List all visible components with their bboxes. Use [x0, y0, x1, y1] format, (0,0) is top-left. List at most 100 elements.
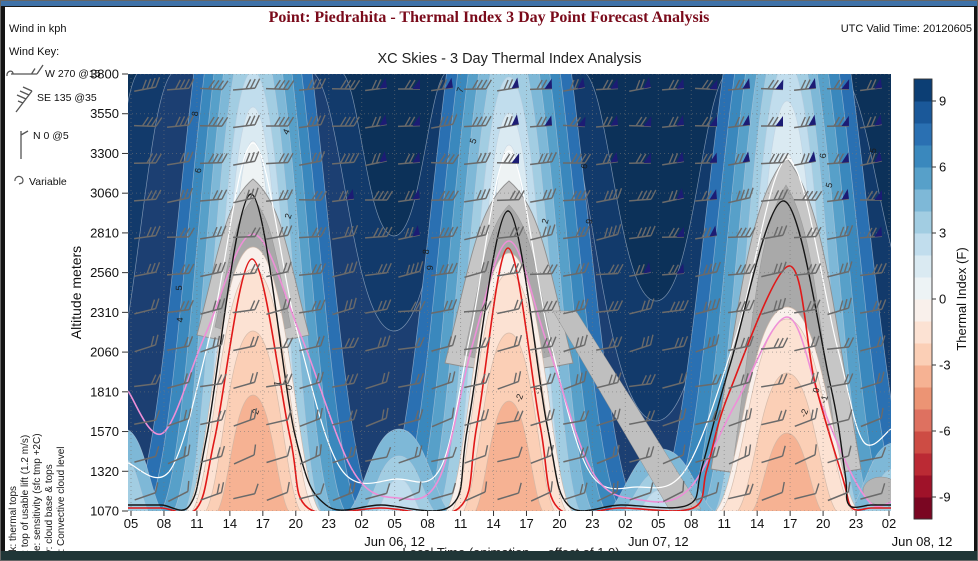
wind-barb-icon [793, 78, 817, 92]
window-right-border [974, 6, 977, 560]
wind-barb-icon [299, 371, 324, 390]
wind-barb-icon [662, 151, 684, 166]
wind-barb-icon [200, 261, 226, 278]
wind-barb-icon [859, 226, 883, 239]
svg-text:5: 5 [824, 182, 835, 189]
wind-barb-icon [167, 151, 194, 166]
wind-barb-icon [860, 299, 887, 314]
wind-barb-icon [695, 334, 720, 353]
wind-barb-icon [761, 297, 787, 316]
legend-white-line: White: sensitivity (sfc tmp +2C) [32, 433, 43, 561]
wind-barb-icon [827, 481, 851, 502]
axes: XC Skies - 3 Day Thermal Index Analysis 3… [68, 51, 952, 549]
wind-barb-icon [695, 298, 721, 315]
x-tick-label: 02 [354, 516, 368, 531]
wind-barb-icon [860, 114, 882, 129]
wind-barb-icon [364, 77, 388, 92]
convective-cloud-line [128, 233, 891, 508]
wind-barb-icon [365, 371, 390, 390]
wind-units-label: Wind in kph [9, 23, 67, 35]
wind-barb-icon [530, 336, 557, 351]
wind-barb-icon [299, 444, 322, 465]
wind-barb-icon [331, 337, 360, 351]
svg-text:9: 9 [584, 218, 595, 225]
wind-barb-icon [430, 226, 459, 239]
wind-barb-icon [200, 409, 226, 426]
wind-barb-icon [398, 409, 424, 426]
wind-barb-icon [365, 114, 387, 129]
y-tick-label: 3800 [90, 67, 119, 82]
wind-barb-icon [530, 224, 556, 241]
wind-barb-icon [662, 372, 688, 389]
grid-lines [128, 74, 891, 511]
wind-barb-icon [332, 409, 358, 426]
svg-text:8: 8 [190, 111, 200, 117]
wind-barb-icon [728, 299, 755, 314]
wind-barb-icon [629, 225, 656, 240]
wind-barb-icon [497, 77, 519, 92]
wind-barb-icon [662, 188, 684, 204]
wind-barb-icon [628, 189, 657, 202]
wind-barb-icon [793, 190, 823, 201]
wind-barb-icon [629, 262, 651, 278]
wind-barb-icon [232, 78, 261, 91]
wind-barb-icon [200, 482, 225, 501]
wind-barb-icon [760, 79, 784, 91]
wind-barb-example-se135-icon [15, 86, 33, 113]
wind-barb-icon [365, 483, 391, 500]
wind-barb-icon [431, 371, 456, 390]
wind-barb-icon [431, 298, 458, 315]
wind-barb-icon [595, 115, 619, 128]
wind-barb-icon [133, 153, 162, 164]
wind-barb-icon [430, 153, 460, 165]
wind-barb-icon [662, 444, 686, 465]
wind-barb-icon [133, 189, 162, 202]
wind-barb-icon [761, 409, 787, 426]
wind-key-legend: W 270 @15 SE 135 @35 N 0 @5 Variable [6, 64, 101, 188]
wind-barb-icon [365, 151, 387, 167]
wind-barb-icon [563, 334, 588, 353]
wind-barb-icon [596, 187, 623, 204]
wind-barb-icon [166, 263, 195, 276]
svg-text:6: 6 [193, 167, 204, 174]
x-tick-label: 11 [190, 516, 204, 531]
wind-barb-icon [761, 481, 785, 502]
y-tick-label: 2310 [90, 305, 119, 320]
y-tick-label: 1070 [90, 504, 119, 519]
wind-barb-icon [860, 446, 887, 463]
wind-barb-icon [794, 483, 820, 500]
wind-barb-icon [266, 116, 295, 127]
window-top-bar [1, 1, 977, 6]
wind-barb-icon [497, 114, 519, 130]
wind-barb-icon [860, 190, 882, 201]
wind-barb-icon [563, 153, 592, 164]
wind-barb-icon [826, 115, 850, 127]
wind-barb-icon [200, 334, 225, 353]
wind-barb-icon [431, 114, 458, 129]
svg-text:-2: -2 [513, 392, 525, 403]
wind-barb-icon [530, 188, 557, 203]
wind-barb-icon [298, 78, 327, 92]
wind-barb-icon [596, 151, 619, 166]
wind-barb-icon [232, 227, 261, 239]
svg-text:9: 9 [425, 265, 435, 271]
svg-text:7: 7 [455, 86, 466, 94]
wind-barb-icon [266, 373, 293, 388]
wind-barb-icon [826, 79, 850, 90]
wind-key-item-label: Variable [29, 176, 67, 188]
wind-barb-icon [761, 373, 788, 388]
wind-barb-icon [464, 224, 490, 241]
wind-barb-icon [563, 482, 588, 501]
wind-barb-icon [826, 337, 855, 351]
wind-barb-icon [134, 409, 161, 426]
wind-barb-icon [827, 373, 854, 388]
wind-barb-icon [332, 261, 358, 278]
colorbar-tick-label: -9 [939, 490, 951, 505]
wind-barb-icon [827, 224, 854, 241]
wind-barb-icon [134, 446, 160, 463]
wind-barb-icon [529, 78, 553, 91]
wind-barb-icon [530, 372, 556, 389]
wind-barb-icon [661, 78, 685, 91]
colorbar-tick-label: 6 [939, 160, 946, 175]
